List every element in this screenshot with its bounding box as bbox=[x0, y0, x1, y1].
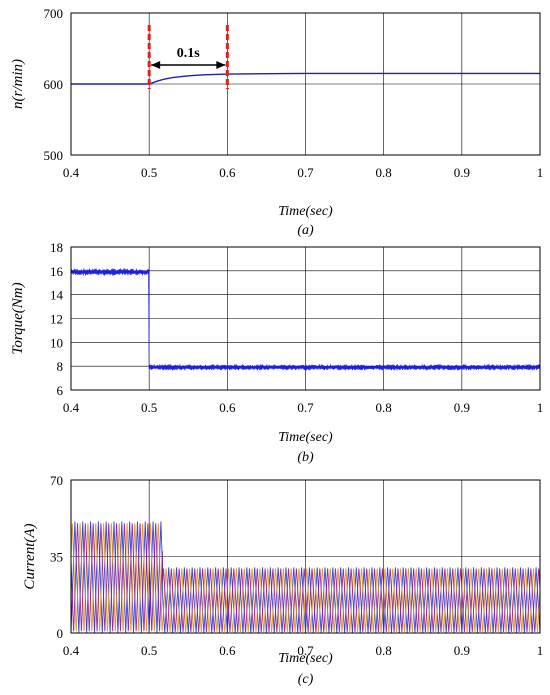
y-axis-label: Current(A) bbox=[22, 523, 38, 589]
x-tick-label: 1 bbox=[537, 643, 544, 658]
current-series-3 bbox=[71, 523, 540, 633]
y-tick-label: 700 bbox=[44, 6, 64, 21]
y-tick-label: 35 bbox=[50, 550, 63, 565]
duration-label: 0.1s bbox=[177, 46, 201, 61]
x-tick-label: 0.5 bbox=[141, 643, 157, 658]
panel-caption: (a) bbox=[297, 223, 314, 238]
x-tick-label: 0.7 bbox=[297, 643, 314, 658]
x-tick-label: 0.4 bbox=[63, 643, 80, 658]
y-axis-label: n(r/min) bbox=[10, 59, 26, 109]
x-axis-label: Time(sec) bbox=[278, 651, 333, 666]
x-tick-label: 1 bbox=[537, 400, 544, 415]
x-tick-label: 0.6 bbox=[219, 165, 236, 180]
arrowhead-left bbox=[151, 61, 161, 69]
y-tick-label: 18 bbox=[50, 240, 63, 255]
x-tick-label: 0.4 bbox=[63, 400, 80, 415]
x-tick-label: 0.9 bbox=[454, 643, 470, 658]
y-tick-label: 10 bbox=[50, 335, 63, 350]
y-tick-label: 70 bbox=[50, 473, 63, 488]
panel-caption: (b) bbox=[297, 450, 314, 465]
x-tick-label: 0.7 bbox=[297, 165, 314, 180]
x-tick-label: 1 bbox=[537, 165, 544, 180]
x-tick-label: 0.5 bbox=[141, 400, 157, 415]
series-group bbox=[71, 268, 540, 371]
y-tick-label: 8 bbox=[57, 359, 64, 374]
x-tick-label: 0.5 bbox=[141, 165, 157, 180]
y-tick-label: 600 bbox=[44, 77, 64, 92]
y-tick-label: 14 bbox=[50, 288, 64, 303]
x-tick-label: 0.6 bbox=[219, 643, 236, 658]
plot-frame bbox=[70, 479, 541, 634]
x-tick-label: 0.4 bbox=[63, 165, 80, 180]
y-tick-label: 6 bbox=[57, 383, 64, 398]
chart-panel-a: 0.4 0.5 0.6 0.7 0.8 0.9 1 500 600 700 n(r/min) Time… bbox=[10, 6, 543, 238]
x-tick-label: 0.6 bbox=[219, 400, 236, 415]
panel-caption: (c) bbox=[298, 672, 314, 687]
x-tick-label: 0.8 bbox=[376, 400, 392, 415]
chart-panel-c: 0.4 0.5 0.6 0.7 0.8 0.9 1 0 35 70 Current(A) Time(s… bbox=[22, 473, 543, 687]
x-tick-label: 0.8 bbox=[376, 643, 392, 658]
y-tick-label: 12 bbox=[50, 312, 63, 327]
x-axis-label: Time(sec) bbox=[278, 204, 333, 219]
chart-panel-b: 0.4 0.5 0.6 0.7 0.8 0.9 1681012141618Torque(Nm… bbox=[10, 240, 543, 465]
series-group bbox=[71, 521, 540, 633]
torque-series bbox=[71, 268, 540, 371]
plot-frame bbox=[70, 12, 541, 156]
y-tick-label: 0 bbox=[57, 626, 64, 641]
x-tick-label: 0.8 bbox=[376, 165, 392, 180]
y-tick-label: 500 bbox=[44, 148, 64, 163]
x-tick-label: 0.9 bbox=[454, 400, 470, 415]
x-tick-label: 0.7 bbox=[297, 400, 314, 415]
y-axis-label: Torque(Nm) bbox=[10, 282, 26, 354]
x-tick-label: 0.9 bbox=[454, 165, 470, 180]
y-tick-label: 16 bbox=[50, 264, 64, 279]
plot-frame bbox=[70, 246, 541, 391]
x-axis-label: Time(sec) bbox=[278, 430, 333, 445]
arrowhead-right bbox=[216, 61, 226, 69]
